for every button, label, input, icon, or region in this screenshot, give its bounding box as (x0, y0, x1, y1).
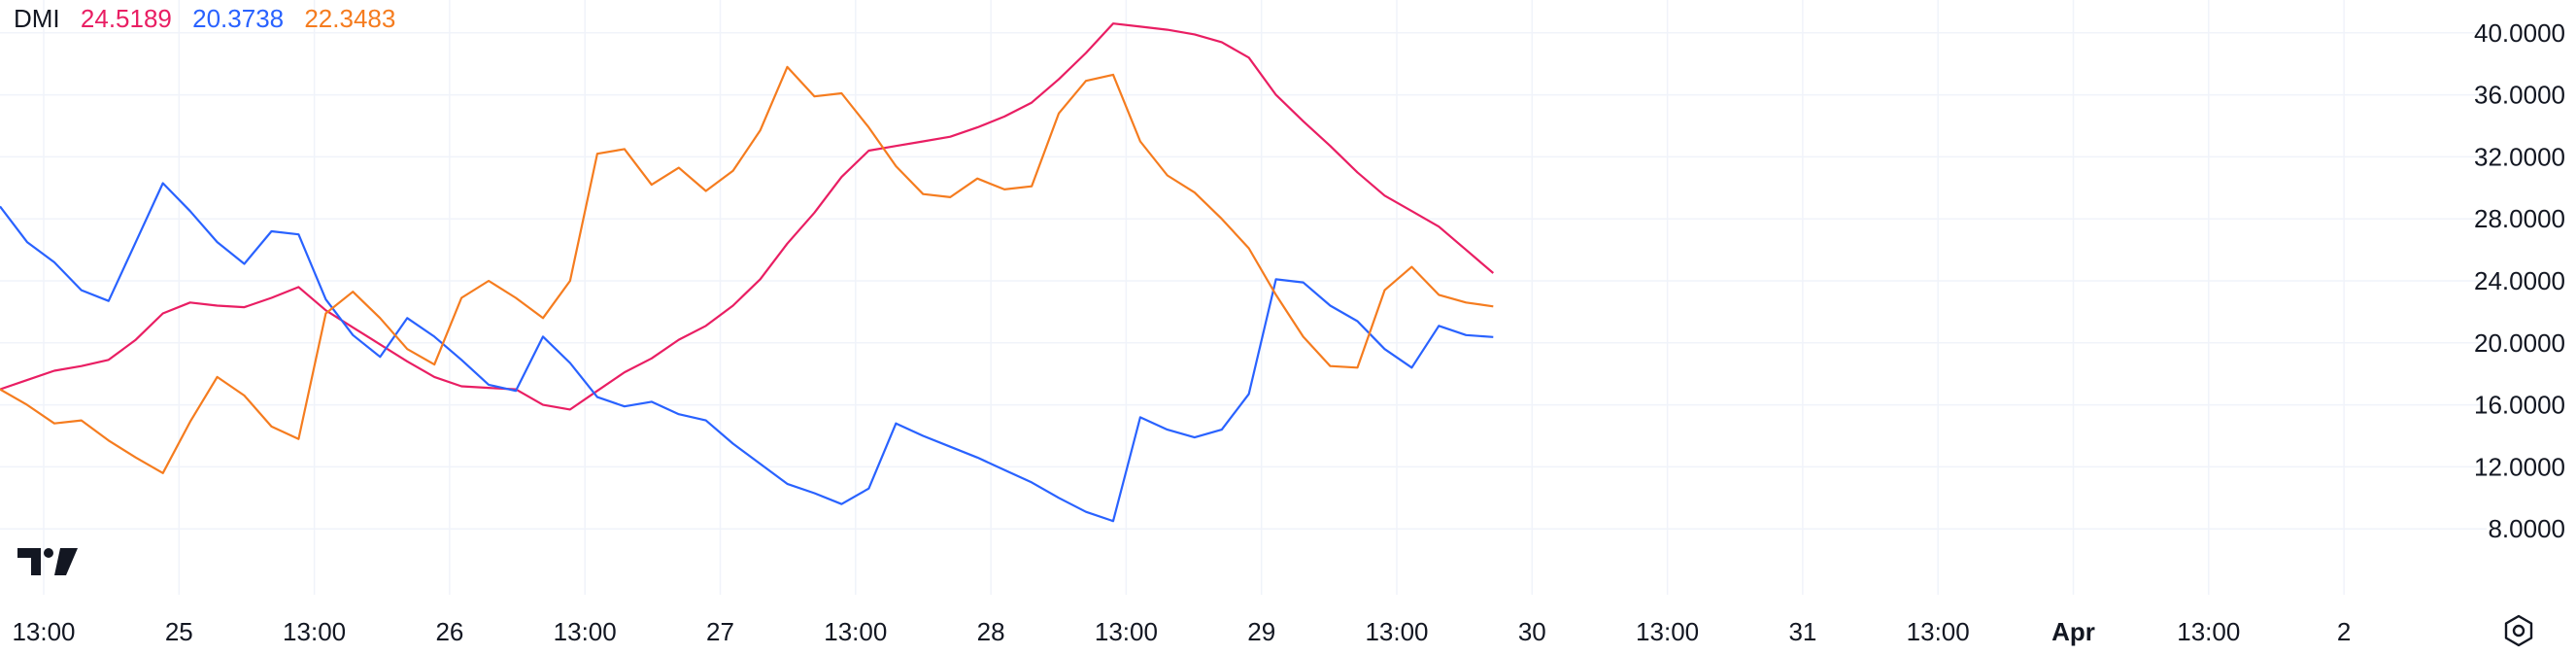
series-line-plus-di (0, 182, 1494, 523)
x-tick-label: 27 (706, 617, 734, 646)
x-tick-label: 25 (165, 617, 193, 646)
adx-value: 24.5189 (80, 4, 172, 33)
x-tick-label: 13:00 (554, 617, 617, 646)
x-tick-label: Apr (2051, 617, 2095, 646)
y-tick-label: 12.0000 (2474, 452, 2565, 481)
indicator-name: DMI (14, 4, 60, 33)
tradingview-logo-icon[interactable] (17, 546, 78, 582)
plus-di-value: 20.3738 (192, 4, 285, 33)
y-tick-label: 20.0000 (2474, 328, 2565, 358)
x-tick-label: 13:00 (12, 617, 75, 646)
gear-icon[interactable] (2502, 614, 2535, 652)
series-line-adx (0, 22, 1495, 411)
x-tick-label: 13:00 (824, 617, 887, 646)
y-tick-label: 16.0000 (2474, 391, 2565, 420)
y-tick-label: 8.0000 (2488, 514, 2565, 543)
y-tick-label: 24.0000 (2474, 266, 2565, 295)
series-line-minus-di (0, 65, 1494, 474)
indicator-legend: DMI 24.5189 20.3738 22.3483 (14, 4, 409, 34)
x-tick-label: 2 (2337, 617, 2351, 646)
y-tick-label: 28.0000 (2474, 204, 2565, 233)
y-tick-label: 36.0000 (2474, 81, 2565, 110)
x-tick-label: 29 (1247, 617, 1275, 646)
x-tick-label: 13:00 (1365, 617, 1428, 646)
x-tick-label: 13:00 (283, 617, 346, 646)
minus-di-value: 22.3483 (304, 4, 396, 33)
x-tick-label: 13:00 (1095, 617, 1158, 646)
y-tick-label: 40.0000 (2474, 18, 2565, 48)
x-tick-label: 26 (435, 617, 463, 646)
x-tick-label: 31 (1788, 617, 1816, 646)
y-tick-label: 32.0000 (2474, 142, 2565, 171)
x-tick-label: 30 (1518, 617, 1546, 646)
x-tick-label: 13:00 (1636, 617, 1699, 646)
x-tick-label: 13:00 (2177, 617, 2240, 646)
x-tick-label: 28 (977, 617, 1005, 646)
x-tick-label: 13:00 (1907, 617, 1970, 646)
